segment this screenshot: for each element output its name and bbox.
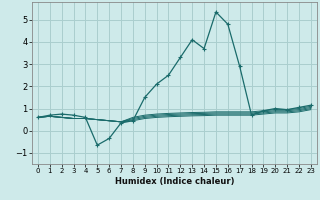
X-axis label: Humidex (Indice chaleur): Humidex (Indice chaleur) <box>115 177 234 186</box>
